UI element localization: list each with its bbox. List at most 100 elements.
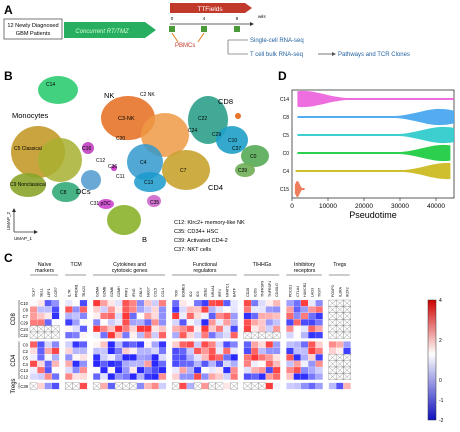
heatmap-cell [107,341,116,348]
heatmap-cell [129,299,137,307]
heatmap-cell [193,319,202,326]
heatmap-cell [286,319,294,326]
label-c2-nk: C2 NK [140,92,155,98]
heatmap-cell [107,319,116,326]
heatmap-cross [51,331,60,339]
heatmap-cell [336,347,344,355]
heatmap-cell [315,306,323,313]
heatmap-cell [201,366,209,374]
heatmap-cell [208,325,216,333]
heatmap-cell [223,366,231,374]
heatmap-cell [300,354,309,361]
heatmap-cell [308,366,316,374]
heatmap-cell [265,360,274,368]
heatmap-cell [230,354,238,361]
heatmap-cell [286,382,294,390]
heatmap-cell [193,325,202,333]
heatmap-cell [315,299,323,307]
heatmap-cell [300,319,309,326]
heatmap-cross [328,373,337,380]
legend-c35: C35: CD34+ HSC [174,229,218,235]
heatmap-cell [208,331,216,339]
heatmap-cell [172,319,180,326]
heatmap-cell [308,347,316,355]
heatmap-cell [179,347,187,355]
heatmap-cell [201,373,209,380]
heatmap-cross [343,360,351,368]
heatmap-cell [136,325,145,333]
cluster-blob-c8 [52,182,80,202]
patients-line2: GBM Patients [16,31,51,37]
label-cd4: CD4 [208,183,223,192]
heatmap-cell [144,331,152,339]
heatmap-cell [293,373,301,380]
heatmap-row-group-label: CD4 [11,354,17,367]
heatmap-cell [172,360,180,368]
heatmap-cell [93,354,101,361]
heatmap-cell [179,382,187,390]
heatmap-cell [79,312,88,320]
heatmap-gene-label: TNFRSF4 [268,281,272,297]
heatmap-cell [158,382,167,390]
violin-x-tick-label: 40000 [427,203,445,210]
heatmap-cell [51,373,60,380]
heatmap-cell [151,360,159,368]
heatmap-cell [258,360,266,368]
heatmap-gene-label: ICOS [253,288,257,297]
heatmap-cross [328,312,337,320]
heatmap-cell [251,319,259,326]
panel-d-label: D [278,69,287,83]
heatmap-cell [308,360,316,368]
heatmap-cell [286,341,294,348]
heatmap-cell [44,366,52,374]
heatmap-gene-label: TCF7 [32,288,36,297]
heatmap-cell [230,331,238,339]
heatmap-cell [300,341,309,348]
heatmap-cell [72,306,80,313]
heatmap-cell [201,331,209,339]
heatmap-cell [343,382,351,390]
heatmap-cell [215,299,224,307]
heatmap-cell [107,312,116,320]
heatmap-gene-label: ID2 [189,291,193,297]
heatmap-row-label: C10 [20,301,28,306]
heatmap-cell [29,347,38,355]
heatmap-cross [51,325,60,333]
heatmap-cross [343,325,351,333]
heatmap-cell [136,306,145,313]
heatmap-cell [179,331,187,339]
heatmap-cell [44,341,52,348]
heatmap-cross [328,319,337,326]
heatmap-cell [129,306,137,313]
heatmap-cell [258,325,266,333]
heatmap-cell [243,341,252,348]
heatmap-cell [223,373,231,380]
heatmap-cell [107,366,116,374]
heatmap-gene-label: CD28 [246,288,250,297]
heatmap-cell [223,347,231,355]
heatmap-cell [201,312,209,320]
heatmap-cell [151,325,159,333]
cluster-blob-c4 [127,144,163,180]
heatmap-cell [328,341,337,348]
heatmap-cell [158,360,167,368]
label-c8: C8 [60,190,67,196]
heatmap-cross [114,382,123,390]
heatmap-gene-label: ZEB2 [203,288,207,297]
heatmap-cell [272,319,281,326]
heatmap-cell [201,347,209,355]
heatmap-cell [251,347,259,355]
heatmap-cell [300,366,309,374]
heatmap-cell [230,360,238,368]
heatmap-cell [272,306,281,313]
heatmap-gene-label: LAG3 [310,288,314,297]
heatmap-row-label: C12 [20,375,28,380]
heatmap-cell [114,360,123,368]
heatmap-cell [100,325,108,333]
panel-a-label: A [4,3,13,17]
heatmap-gene-label: NFATC1 [225,283,229,297]
heatmap-cell [44,382,52,390]
heatmap-cell [193,341,202,348]
label-c24: C24 [188,128,197,134]
heatmap-cell [100,331,108,339]
